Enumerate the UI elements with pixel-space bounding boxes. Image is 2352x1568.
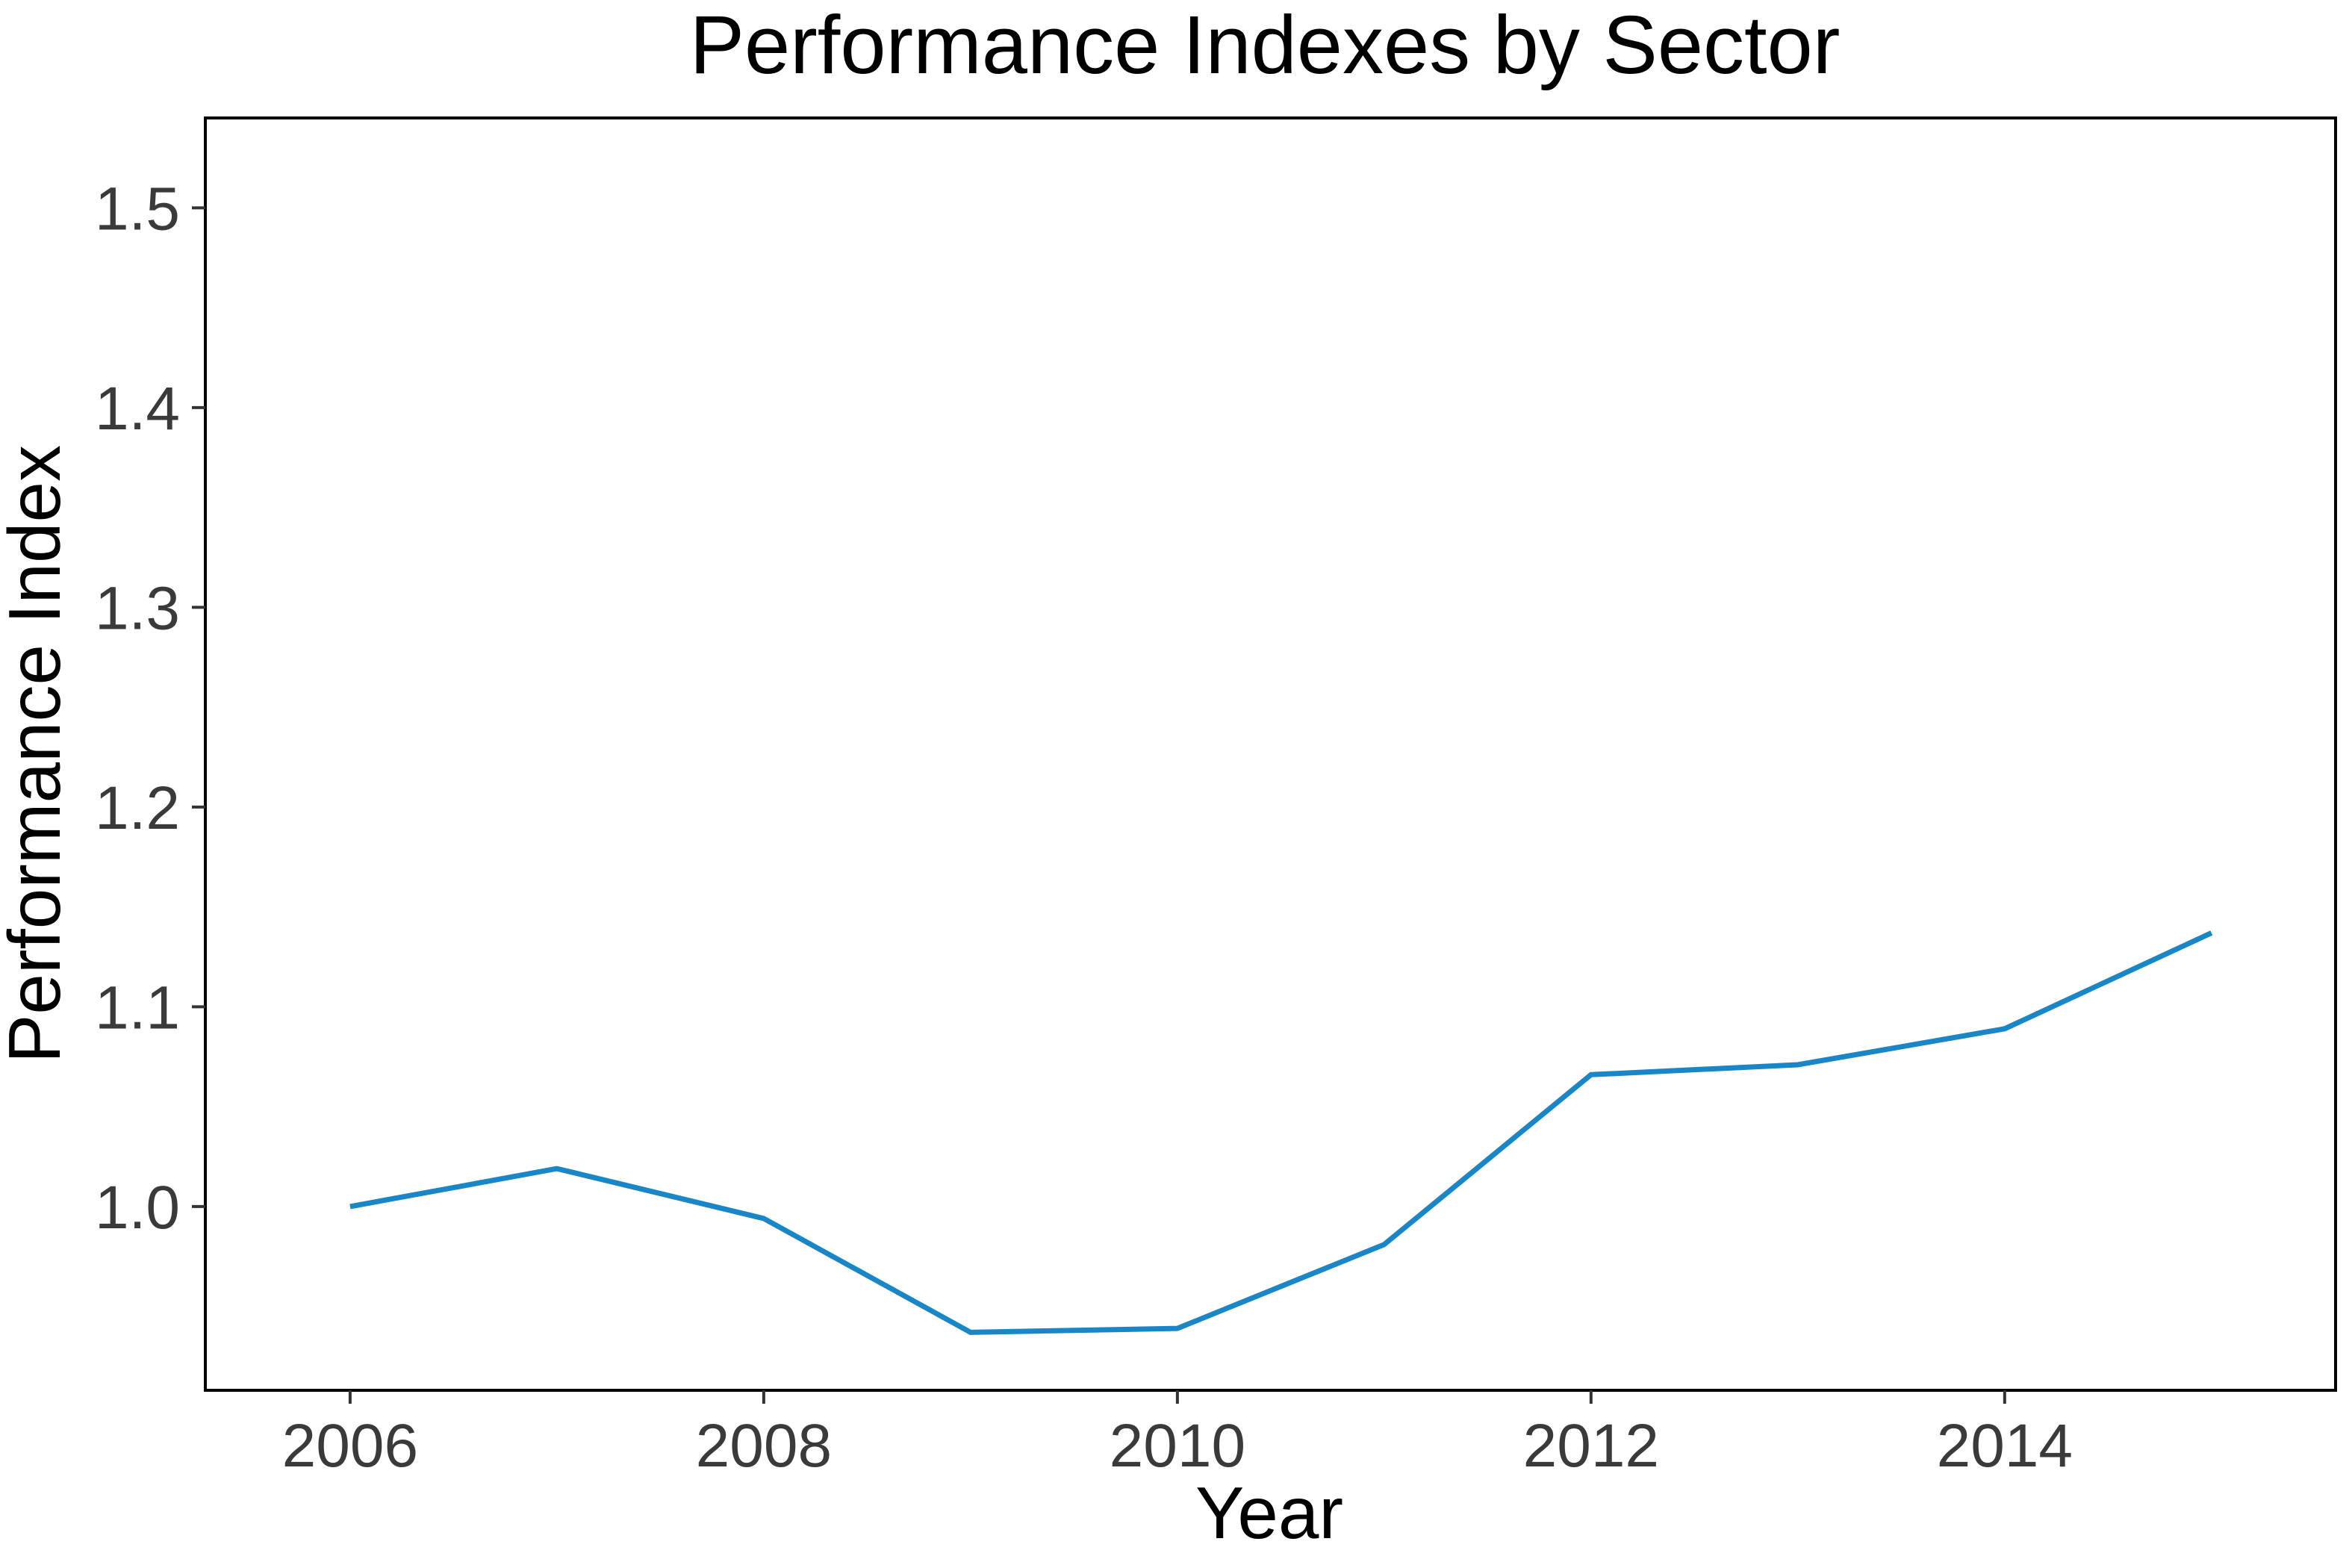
y-tick-label: 1.4 bbox=[95, 375, 180, 443]
y-axis: 1.0 1.1 1.2 1.3 1.4 1.5 bbox=[95, 175, 205, 1242]
y-tick-label: 1.5 bbox=[95, 175, 180, 243]
plot-panel-border bbox=[204, 116, 2337, 1392]
x-tick-label: 2010 bbox=[1110, 1412, 1245, 1480]
series-line bbox=[349, 930, 2213, 1335]
x-tick-label: 2006 bbox=[282, 1412, 418, 1480]
y-tick-label: 1.3 bbox=[95, 574, 180, 642]
x-tick-label: 2014 bbox=[1937, 1412, 2073, 1480]
x-axis: 2006 2008 2010 2012 2014 bbox=[282, 1390, 2073, 1480]
chart-title: Performance Indexes by Sector bbox=[690, 0, 1841, 91]
x-tick-label: 2008 bbox=[696, 1412, 832, 1480]
y-axis-title: Performance Index bbox=[0, 445, 75, 1063]
y-tick-label: 1.2 bbox=[95, 774, 180, 842]
plot-area: 2006 2008 2010 2012 2014 1.0 1.1 1.2 1.3 1.4 1.5 bbox=[95, 116, 2337, 1480]
x-tick-label: 2012 bbox=[1523, 1412, 1659, 1480]
series-layer bbox=[349, 930, 2213, 1335]
x-axis-title: Year bbox=[1195, 1472, 1343, 1554]
y-tick-label: 1.0 bbox=[95, 1174, 180, 1242]
y-tick-label: 1.1 bbox=[95, 974, 180, 1042]
